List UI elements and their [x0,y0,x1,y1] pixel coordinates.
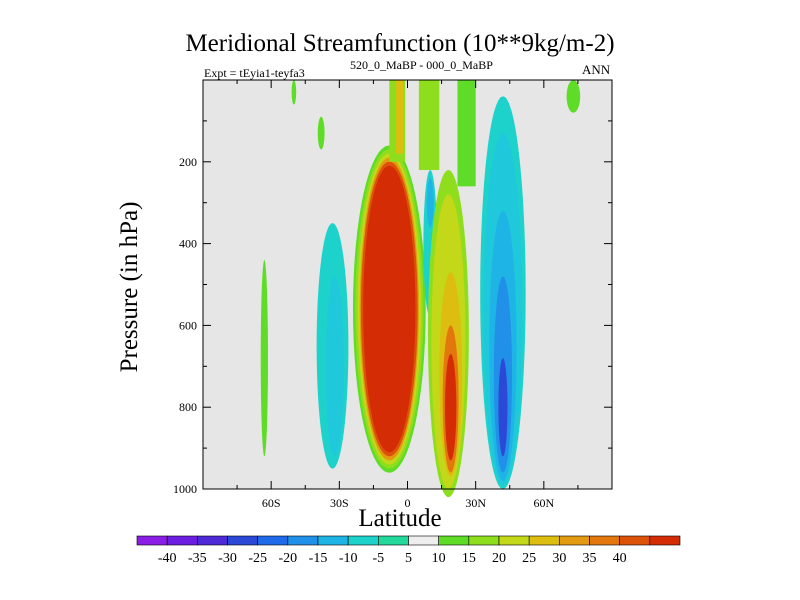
season-label: ANN [582,62,611,77]
x-tick-label: 0 [405,496,411,510]
y-tick-label: 400 [179,237,197,251]
x-tick-label: 30N [465,496,486,510]
colorbar-box [528,535,560,546]
contour-upper-column-3 [418,80,440,170]
contour-patch-a [317,116,325,150]
colorbar-box [589,535,620,546]
experiment-label: Expt = tEyia1-teyfa3 [204,66,305,80]
contour-patch-c [566,80,581,113]
x-tick-label: 30S [330,496,349,510]
contour-patch-b [291,80,297,105]
colorbar-box [136,535,168,546]
colorbar-tick-label: 10 [432,551,446,566]
chart-title: Meridional Streamfunction (10**9kg/m-2) [185,30,615,57]
colorbar-box [257,535,289,546]
colorbar-box [408,535,439,546]
colorbar-box [287,535,319,546]
x-tick-label: 60S [262,496,281,510]
y-tick-label: 800 [179,400,197,414]
contour-far-south-pos [260,259,268,457]
colorbar-box [619,535,651,546]
colorbar-box [468,535,500,546]
colorbar-tick-label: 15 [462,551,476,566]
colorbar-tick-label: 30 [552,551,566,566]
contour-south-neg-inner [325,276,344,457]
contour-upper-column-4 [457,80,476,187]
colorbar-box [227,535,258,546]
contour-center-neg-2 [426,178,434,228]
contour-north-pos-5 [444,354,457,461]
colorbar-box [649,535,681,546]
y-tick-label: 200 [179,155,197,169]
colorbar-box [498,535,530,546]
colorbar-tick-label: -35 [188,551,207,566]
y-tick-label: 600 [179,318,197,332]
colorbar-box [559,535,590,546]
colorbar-box [438,535,470,546]
colorbar-tick-label: -20 [278,551,297,566]
colorbar-tick-label: 5 [405,551,412,566]
contour-hadley-6 [363,165,416,453]
contour-north-neg-5 [498,358,508,457]
colorbar-tick-label: 20 [492,551,506,566]
x-tick-label: 60N [533,496,554,510]
colorbar-box [317,535,349,546]
x-axis-label: Latitude [358,505,442,532]
colorbar-box [347,535,379,546]
colorbar-tick-label: -5 [372,551,384,566]
colorbar-tick-label: -25 [248,551,267,566]
colorbar-box [197,535,228,546]
colorbar-box [378,535,409,546]
experiment-period-label: 520_0_MaBP - 000_0_MaBP [350,58,493,72]
colorbar-tick-label: -30 [218,551,237,566]
colorbar-tick-label: 25 [522,551,536,566]
colorbar-tick-label: 40 [613,551,627,566]
colorbar-tick-label: 35 [583,551,597,566]
colorbar-tick-label: -10 [339,551,358,566]
colorbar-tick-label: -40 [158,551,177,566]
colorbar-tick-label: -15 [309,551,328,566]
colorbar-box [166,535,198,546]
contour-upper-column-2 [396,80,403,154]
y-tick-label: 1000 [173,482,197,496]
